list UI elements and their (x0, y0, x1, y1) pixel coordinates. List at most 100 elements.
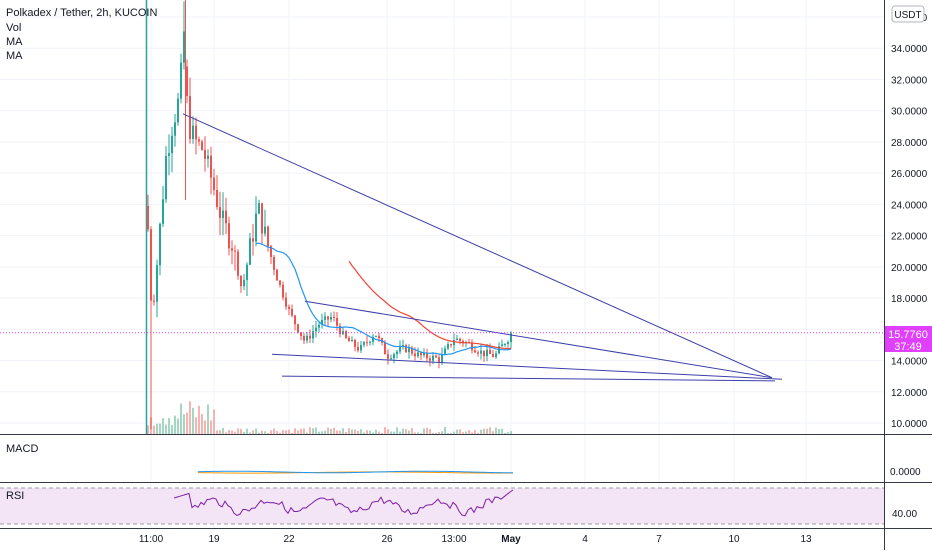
legend-ma-2[interactable]: MA (6, 50, 23, 62)
candle-body (225, 210, 227, 224)
candle-body (486, 349, 488, 357)
volume-bar (228, 430, 230, 434)
current-price-label: 15.7760 (888, 329, 928, 341)
candle-body (291, 308, 293, 316)
candle-body (201, 141, 203, 150)
candle-body (153, 300, 155, 302)
volume-bar (192, 407, 194, 434)
trendline-upper-2[interactable] (304, 300, 773, 379)
volume-bar (402, 428, 404, 434)
candle-body (426, 352, 428, 359)
candle-body (243, 280, 245, 287)
volume-bar (480, 429, 482, 434)
volume-bar (327, 427, 329, 434)
volume-bar (339, 430, 341, 434)
candle-body (405, 345, 407, 353)
candle-body (210, 155, 212, 178)
volume-bar (363, 432, 365, 434)
price-tick-label: 28.0000 (891, 138, 928, 149)
price-tick-label: 30.0000 (891, 107, 928, 118)
volume-bar (153, 425, 155, 434)
trendline-2[interactable] (281, 375, 776, 382)
candle-body (435, 355, 437, 358)
candle-body (507, 342, 509, 344)
candle-body (420, 352, 422, 356)
candle-body (159, 223, 161, 266)
volume-bar (177, 418, 179, 434)
candle-body (393, 354, 395, 359)
candle-body (330, 316, 332, 320)
legend-ma-1[interactable]: MA (6, 36, 23, 48)
candle-body (399, 346, 401, 352)
volume-bar (375, 429, 377, 434)
volume-bar (387, 429, 389, 434)
candle-body (336, 318, 338, 326)
volume-bar (501, 428, 503, 434)
candle-body (207, 155, 209, 159)
volume-bar (390, 431, 392, 434)
volume-bar (273, 428, 275, 434)
volume-bar (399, 431, 401, 434)
volume-bar (441, 431, 443, 434)
volume-bar (159, 423, 161, 434)
legend-vol[interactable]: Vol (6, 22, 21, 34)
volume-bar (474, 430, 476, 434)
volume-bar (189, 401, 191, 434)
volume-bar (450, 432, 452, 434)
current-price-label-bg (885, 326, 932, 352)
candle-body (180, 62, 182, 99)
volume-bar (510, 431, 512, 434)
candle-body (480, 350, 482, 354)
candle-body (489, 349, 491, 355)
time-tick-label: 19 (208, 534, 220, 545)
candle-body (162, 199, 164, 224)
candle-body (327, 316, 329, 320)
volume-bar (381, 432, 383, 434)
ma-slow-line (348, 260, 512, 350)
volume-bar (306, 432, 308, 434)
trendline-0[interactable] (182, 113, 773, 379)
time-tick-label: 11:00 (139, 534, 164, 545)
time-tick-label: 10 (728, 534, 740, 545)
candle-body (234, 250, 236, 252)
candle-body (447, 344, 449, 349)
rsi-label[interactable]: RSI (6, 490, 24, 502)
macd-panel (197, 470, 514, 474)
volume-bar (201, 414, 203, 434)
trendline-1[interactable] (271, 353, 783, 380)
macd-label[interactable]: MACD (6, 443, 38, 455)
volume-bar (471, 432, 473, 434)
volume-bar (318, 431, 320, 434)
volume-bar (336, 430, 338, 434)
volume-bar (276, 431, 278, 434)
volume-bar (180, 403, 182, 434)
volume-bar (297, 430, 299, 434)
currency-badge[interactable]: USDT (894, 10, 921, 21)
candle-body (231, 248, 233, 251)
volume-bar (345, 431, 347, 434)
trendlines (182, 113, 783, 382)
volume-bar (186, 412, 188, 434)
volume-bar (378, 431, 380, 434)
volume-bar (459, 429, 461, 434)
volume-bar (231, 430, 233, 434)
volume-bar (288, 429, 290, 434)
currency-badge-bg[interactable] (891, 5, 925, 23)
time-tick-label: 13:00 (441, 534, 466, 545)
candle-body (246, 264, 248, 281)
volume-bar (234, 431, 236, 434)
candle-body (438, 357, 440, 362)
rsi-band (0, 488, 884, 524)
price-tick-label: 14.0000 (891, 357, 928, 368)
volume-bar (393, 431, 395, 434)
candle-body (219, 207, 221, 218)
candle-body (267, 226, 269, 247)
candle-body (174, 122, 176, 136)
price-tick-label: 32.0000 (891, 75, 928, 86)
symbol-title[interactable]: Polkadex / Tether, 2h, KUCOIN (6, 7, 157, 19)
price-tick-label: 12.0000 (891, 388, 928, 399)
volume-bar (342, 428, 344, 434)
